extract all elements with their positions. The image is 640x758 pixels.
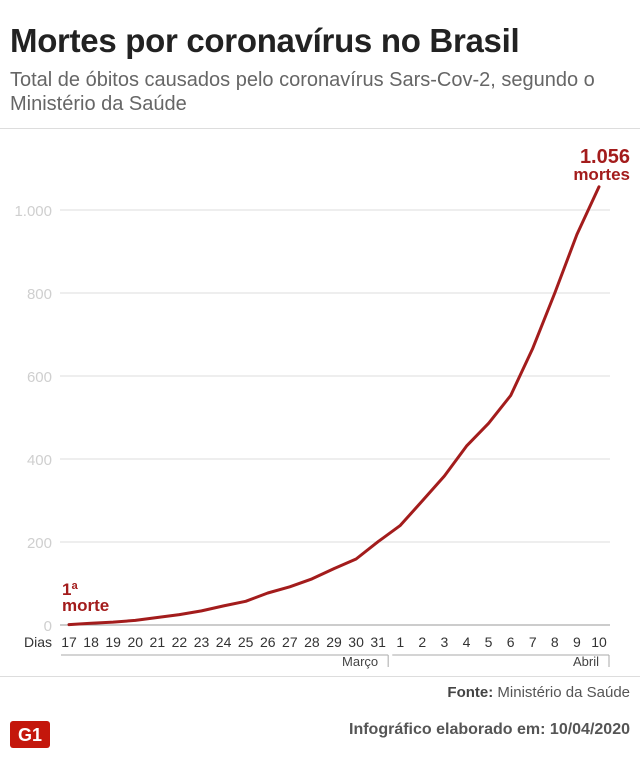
svg-text:G1: G1 [18,725,42,745]
x-tick-label: 7 [529,634,537,650]
x-tick-label: 8 [551,634,559,650]
source-note: Fonte: Ministério da Saúde [447,684,630,701]
data-point [354,557,358,561]
data-point [222,604,225,608]
g1-logo: G1 [10,721,50,748]
x-tick-label: 29 [326,634,342,650]
x-tick-label: 3 [441,634,449,650]
x-tick-label: 21 [150,634,166,650]
data-point [421,499,424,503]
annotation-total-line1: 1.056 [580,146,630,168]
data-point [156,616,159,619]
data-point [509,394,512,397]
y-tick-label: 200 [27,535,52,552]
data-point [266,591,269,595]
x-tick-label: 27 [282,634,298,650]
data-line [67,185,601,627]
credit-note: Infográfico elaborado em: 10/04/2020 [349,721,630,738]
data-point [487,422,490,425]
data-point [443,474,446,478]
x-tick-label: 2 [418,634,426,650]
y-tick-label: 400 [27,452,52,469]
month-label: Abril [573,654,599,669]
x-tick-label: 10 [591,634,607,650]
x-tick-label: 1 [396,634,404,650]
x-tick-label: 28 [304,634,320,650]
data-point [531,346,534,350]
x-tick-label: 17 [61,634,77,650]
data-point [553,291,557,295]
data-point [575,233,579,236]
x-tick-label: 4 [463,634,471,650]
x-tick-label: 30 [348,634,364,650]
data-point [399,524,402,527]
data-point [310,577,314,581]
x-tick-label: 22 [172,634,188,650]
y-tick-label: 1.000 [14,203,52,220]
annotation-first-death-line2: morte [62,596,109,615]
data-point [376,540,380,543]
annotation-total-line2: mortes [573,165,630,184]
x-tick-label: 19 [105,634,121,650]
x-tick-label: 5 [485,634,493,650]
data-point [134,619,137,622]
data-point [244,600,247,603]
x-tick-label: 18 [83,634,99,650]
x-tick-label: 6 [507,634,515,650]
x-axis-label: Dias [24,634,52,650]
data-point [288,585,292,589]
data-point [465,444,468,448]
x-tick-label: 20 [127,634,143,650]
y-tick-label: 800 [27,286,52,303]
x-tick-label: 9 [573,634,581,650]
x-tick-label: 25 [238,634,254,650]
data-point [89,622,93,625]
data-point [597,185,601,188]
x-tick-label: 23 [194,634,210,650]
data-point [111,620,115,624]
x-tick-label: 26 [260,634,276,650]
x-tick-label: 24 [216,634,232,650]
data-point [178,613,181,616]
top-divider [0,128,640,129]
chart-subtitle: Total de óbitos causados pelo coronavíru… [10,69,595,115]
data-point [332,567,336,570]
x-tick-label: 31 [370,634,386,650]
month-label: Março [342,654,378,669]
bottom-divider [0,676,640,677]
y-tick-label: 0 [44,618,52,635]
data-point [67,623,71,626]
data-point [200,609,203,613]
y-tick-label: 600 [27,369,52,386]
chart-title: Mortes por coronavírus no Brasil [10,22,520,59]
annotation-first-death-line1: 1ª [62,580,78,599]
